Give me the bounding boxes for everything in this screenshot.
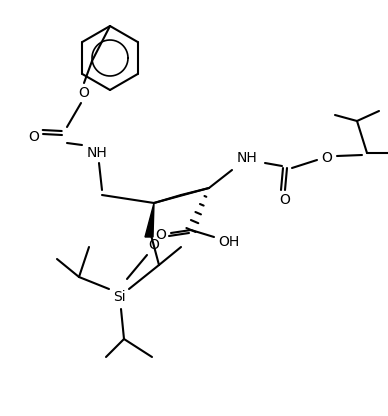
Text: O: O bbox=[156, 228, 166, 242]
Text: O: O bbox=[322, 151, 333, 165]
Text: NH: NH bbox=[87, 146, 107, 160]
Text: O: O bbox=[29, 130, 40, 144]
Text: O: O bbox=[78, 86, 90, 100]
Text: O: O bbox=[280, 193, 291, 207]
Text: Si: Si bbox=[113, 290, 125, 304]
Polygon shape bbox=[145, 203, 154, 237]
Text: O: O bbox=[149, 238, 159, 252]
Text: OH: OH bbox=[218, 235, 240, 249]
Text: NH: NH bbox=[237, 151, 257, 165]
